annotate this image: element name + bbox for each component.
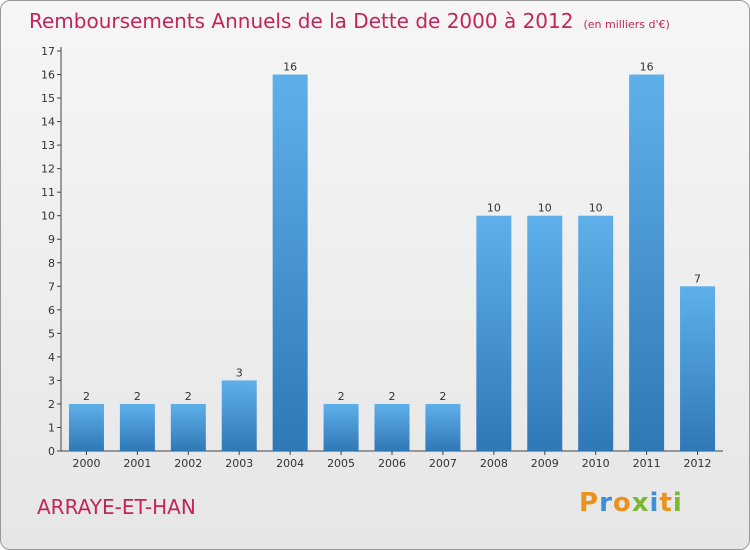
- y-tick-label: 17: [41, 45, 55, 58]
- y-tick-label: 2: [48, 398, 55, 411]
- logo-letter: x: [631, 488, 650, 518]
- bar-value-label: 10: [589, 202, 603, 215]
- x-tick-label: 2001: [123, 457, 151, 470]
- bar: [272, 74, 308, 451]
- commune-name: ARRAYE-ET-HAN: [37, 495, 196, 519]
- logo-letter: r: [599, 488, 613, 518]
- y-tick-label: 3: [48, 374, 55, 387]
- bar-value-label: 2: [185, 390, 192, 403]
- bar-value-label: 7: [694, 272, 701, 285]
- y-tick-label: 4: [48, 351, 55, 364]
- bar-value-label: 16: [283, 61, 297, 74]
- logo-letter: i: [649, 488, 660, 518]
- bar-value-label: 2: [134, 390, 141, 403]
- y-tick-label: 7: [48, 280, 55, 293]
- bar: [374, 403, 410, 451]
- y-tick-label: 0: [48, 445, 55, 458]
- bar: [170, 403, 206, 451]
- x-tick-label: 2008: [480, 457, 508, 470]
- bar-value-label: 2: [338, 390, 345, 403]
- x-tick-label: 2004: [276, 457, 304, 470]
- x-tick-label: 2007: [429, 457, 457, 470]
- bar: [119, 403, 155, 451]
- bar: [578, 215, 614, 451]
- x-tick-label: 2011: [633, 457, 661, 470]
- bar-value-label: 16: [640, 61, 654, 74]
- x-tick-label: 2002: [174, 457, 202, 470]
- bar: [527, 215, 563, 451]
- bar: [680, 286, 716, 451]
- bar: [476, 215, 512, 451]
- chart-title: Remboursements Annuels de la Dette de 20…: [29, 9, 670, 33]
- logo-letter: t: [659, 488, 673, 518]
- y-tick-label: 1: [48, 421, 55, 434]
- x-tick-label: 2006: [378, 457, 406, 470]
- y-tick-label: 15: [41, 92, 55, 105]
- logo-letter: P: [579, 488, 600, 518]
- logo-letter: o: [612, 488, 632, 518]
- title-text: Remboursements Annuels de la Dette de 20…: [29, 9, 574, 33]
- bar: [68, 403, 104, 451]
- bar-value-label: 2: [439, 390, 446, 403]
- y-tick-label: 10: [41, 210, 55, 223]
- x-tick-label: 2003: [225, 457, 253, 470]
- y-tick-label: 6: [48, 304, 55, 317]
- y-tick-label: 12: [41, 163, 55, 176]
- bar-value-label: 3: [236, 366, 243, 379]
- y-tick-label: 8: [48, 257, 55, 270]
- bar-value-label: 10: [487, 202, 501, 215]
- bar: [425, 403, 461, 451]
- y-tick-label: 5: [48, 327, 55, 340]
- bar: [629, 74, 665, 451]
- y-tick-label: 11: [41, 186, 55, 199]
- x-tick-label: 2012: [684, 457, 712, 470]
- logo-letter: i: [672, 488, 683, 518]
- x-tick-label: 2000: [72, 457, 100, 470]
- y-tick-label: 16: [41, 69, 55, 82]
- y-tick-label: 14: [41, 116, 55, 129]
- x-tick-label: 2010: [582, 457, 610, 470]
- proxiti-logo: Proxiti: [579, 488, 683, 518]
- bar: [323, 403, 359, 451]
- bar-value-label: 2: [389, 390, 396, 403]
- x-tick-label: 2009: [531, 457, 559, 470]
- x-tick-label: 2005: [327, 457, 355, 470]
- y-tick-label: 9: [48, 233, 55, 246]
- unit-note: (en milliers d'€): [583, 18, 670, 31]
- bar-value-label: 2: [83, 390, 90, 403]
- y-tick-label: 13: [41, 139, 55, 152]
- bar-value-label: 10: [538, 202, 552, 215]
- bar: [221, 380, 257, 451]
